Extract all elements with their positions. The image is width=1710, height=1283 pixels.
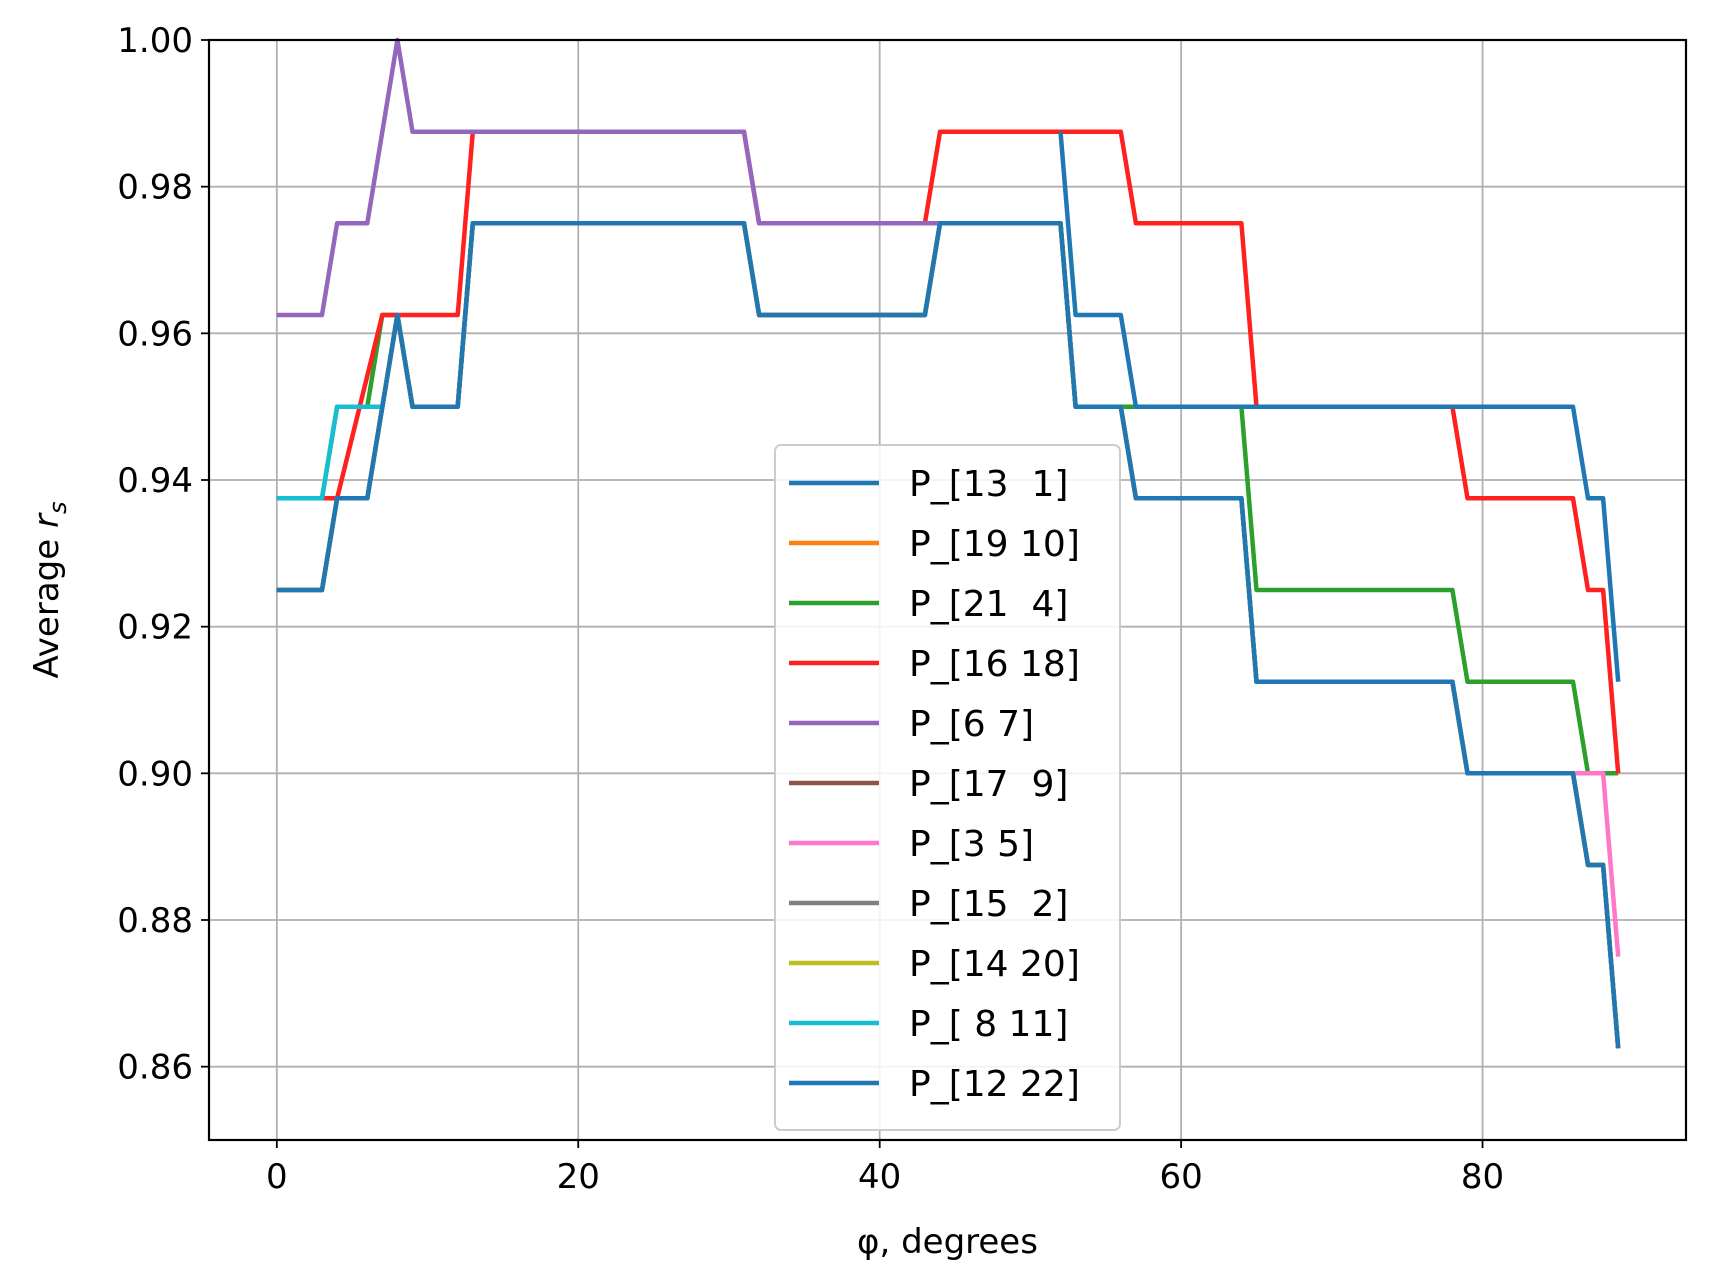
plot-frame: [207, 38, 1688, 1142]
legend-box: [774, 444, 1121, 1131]
y-axis-label: Average rs: [27, 502, 72, 679]
x-tick-label: 40: [858, 1157, 901, 1197]
x-tick-label: 20: [557, 1157, 600, 1197]
legend-label: P_[21 4]: [909, 584, 1068, 625]
x-tick-label: 0: [266, 1157, 288, 1197]
legend-label: P_[ 8 11]: [909, 1004, 1068, 1045]
axis-ticks: 0 20 40 60 80 0.86 0.88 0.90 0.92 0.94 0.96 0.98 1.0…: [117, 21, 1504, 1197]
series-lines: [276, 37, 1621, 1049]
y-tick-label: 0.98: [117, 168, 193, 208]
x-axis-label: φ, degrees: [857, 1222, 1038, 1262]
legend: P_[13 1] P_[19 10] P_[21 4] P_[16 18] P_[6 7…: [774, 444, 1121, 1131]
series-line-10: [276, 221, 1621, 1049]
legend-label: P_[14 20]: [909, 944, 1080, 985]
series-line-3: [276, 129, 1621, 774]
y-tick-label: 0.88: [117, 901, 193, 941]
legend-label: P_[16 18]: [909, 644, 1080, 685]
y-tick-label: 0.90: [117, 754, 193, 794]
y-tick-label: 0.86: [117, 1048, 193, 1088]
legend-label: P_[6 7]: [909, 704, 1034, 745]
series-line-9: [276, 404, 383, 501]
x-tick-label: 60: [1159, 1157, 1202, 1197]
y-axis-label-sub: s: [44, 502, 72, 515]
legend-label: P_[12 22]: [909, 1064, 1080, 1105]
y-axis-label-var: r: [27, 512, 67, 528]
x-tick-label: 80: [1461, 1157, 1504, 1197]
y-axis-label-prefix: Average: [27, 528, 67, 678]
legend-label: P_[19 10]: [909, 524, 1080, 565]
legend-label: P_[3 5]: [909, 824, 1034, 865]
legend-label: P_[13 1]: [909, 464, 1068, 505]
legend-label: P_[17 9]: [909, 764, 1068, 805]
legend-label: P_[15 2]: [909, 884, 1068, 925]
y-tick-label: 0.94: [117, 461, 193, 501]
y-tick-label: 1.00: [117, 21, 193, 61]
y-tick-label: 0.92: [117, 608, 193, 648]
series-line-11: [1058, 131, 1621, 682]
y-tick-label: 0.96: [117, 314, 193, 354]
